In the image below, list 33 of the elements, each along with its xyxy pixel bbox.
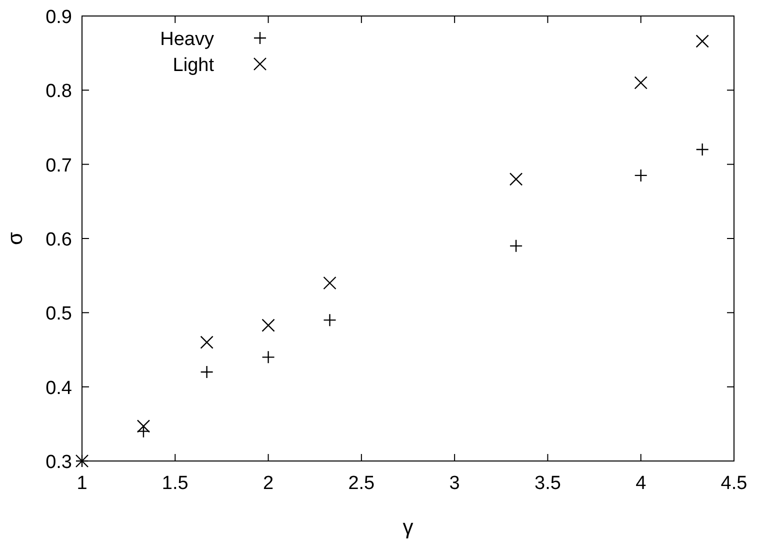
point bbox=[200, 336, 214, 349]
y-tick-label: 0.5 bbox=[46, 304, 72, 325]
x-tick-label: 4 bbox=[636, 473, 647, 494]
point bbox=[634, 76, 648, 90]
x-tick-label: 2 bbox=[262, 473, 274, 494]
point bbox=[200, 365, 214, 379]
y-axis-title: σ bbox=[4, 232, 27, 245]
y-tick-label: 0.3 bbox=[46, 452, 72, 473]
x-axis-title: γ bbox=[402, 516, 414, 539]
point bbox=[509, 172, 523, 186]
legend-label: Heavy bbox=[160, 29, 214, 50]
y-tick-label: 0.9 bbox=[46, 7, 72, 28]
point bbox=[509, 239, 523, 253]
x-tick-label: 3 bbox=[449, 473, 460, 494]
x-tick-label: 2.5 bbox=[348, 473, 375, 494]
point bbox=[136, 420, 150, 433]
y-tick-label: 0.8 bbox=[46, 81, 72, 102]
point bbox=[262, 350, 275, 364]
point bbox=[634, 168, 648, 182]
point bbox=[696, 142, 709, 156]
y-tick-label: 0.6 bbox=[46, 230, 72, 250]
x-tick-label: 4.5 bbox=[720, 473, 748, 494]
x-tick-label: 1 bbox=[76, 473, 88, 494]
point bbox=[262, 318, 275, 332]
legend-label: Light bbox=[172, 55, 215, 76]
point bbox=[323, 276, 336, 290]
x-tick-label: 1.5 bbox=[162, 473, 188, 494]
point bbox=[696, 34, 709, 48]
x-tick-label: 3.5 bbox=[534, 473, 561, 494]
y-tick-label: 0.4 bbox=[46, 378, 72, 399]
y-tick-label: 0.7 bbox=[46, 155, 72, 176]
point bbox=[136, 424, 150, 438]
point bbox=[323, 313, 336, 327]
